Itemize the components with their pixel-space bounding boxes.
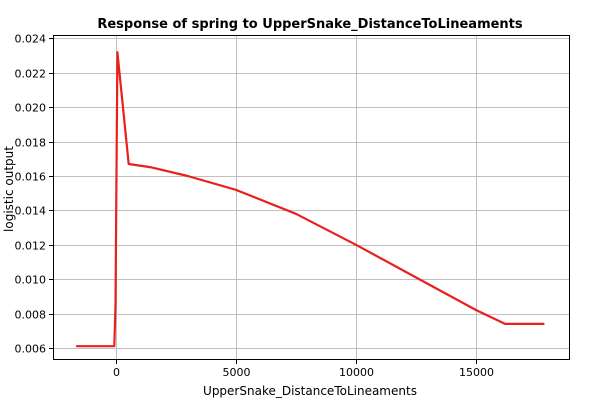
plot-frame xyxy=(53,35,570,360)
x-axis-label: UpperSnake_DistanceToLineaments xyxy=(203,384,417,398)
axes: 0 5000 10000 15000 0.006 0.008 0.010 0.012 0.014… xyxy=(15,33,570,379)
x-tick-label: 10000 xyxy=(339,366,374,379)
x-tick-label: 5000 xyxy=(223,366,251,379)
y-tick-label: 0.008 xyxy=(15,309,47,322)
plot-area xyxy=(53,35,570,360)
series-line xyxy=(75,51,545,348)
y-tick-label: 0.006 xyxy=(15,343,47,356)
plot-background xyxy=(53,35,570,360)
y-tick-label: 0.010 xyxy=(15,274,47,287)
series-layer xyxy=(75,51,545,348)
y-tick-label: 0.016 xyxy=(15,171,47,184)
y-axis-label: logistic output xyxy=(2,146,16,232)
y-tick-label: 0.022 xyxy=(15,68,47,81)
grid-lines xyxy=(53,35,570,360)
y-tick-label: 0.012 xyxy=(15,240,47,253)
y-tick-label: 0.020 xyxy=(15,102,47,115)
y-tick-label: 0.014 xyxy=(15,205,47,218)
y-tick-label: 0.018 xyxy=(15,137,47,150)
x-tick-label: 15000 xyxy=(459,366,494,379)
y-tick-label: 0.024 xyxy=(15,33,47,46)
x-tick-label: 0 xyxy=(113,366,120,379)
chart-title: Response of spring to UpperSnake_Distanc… xyxy=(97,17,523,32)
